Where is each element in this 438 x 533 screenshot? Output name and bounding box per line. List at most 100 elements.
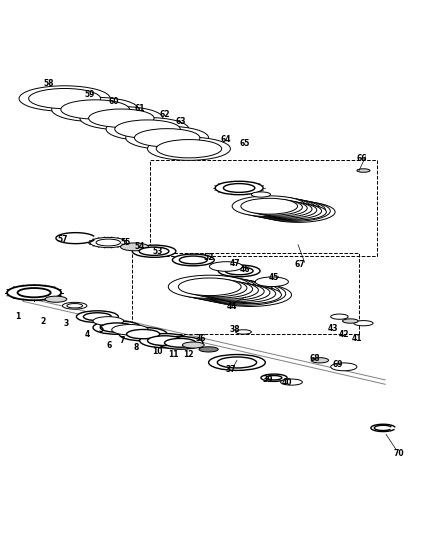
Ellipse shape xyxy=(251,200,325,221)
Ellipse shape xyxy=(198,347,218,352)
Ellipse shape xyxy=(218,265,259,277)
Ellipse shape xyxy=(139,247,169,255)
Ellipse shape xyxy=(164,338,195,347)
Ellipse shape xyxy=(90,237,126,248)
Ellipse shape xyxy=(28,88,100,109)
Ellipse shape xyxy=(356,169,369,172)
Text: 47: 47 xyxy=(229,259,240,268)
Text: 69: 69 xyxy=(332,360,343,369)
Ellipse shape xyxy=(191,280,274,303)
Text: 65: 65 xyxy=(239,139,249,148)
Ellipse shape xyxy=(218,286,281,304)
Ellipse shape xyxy=(134,128,199,147)
Ellipse shape xyxy=(185,279,268,302)
Ellipse shape xyxy=(223,183,254,192)
Ellipse shape xyxy=(208,354,265,370)
Text: 6: 6 xyxy=(107,341,112,350)
Text: 54: 54 xyxy=(134,243,145,252)
Ellipse shape xyxy=(269,204,325,220)
Ellipse shape xyxy=(207,284,269,301)
Text: 11: 11 xyxy=(168,350,179,359)
Ellipse shape xyxy=(208,283,291,306)
Ellipse shape xyxy=(115,120,180,138)
Ellipse shape xyxy=(217,357,256,368)
Ellipse shape xyxy=(254,277,288,287)
Ellipse shape xyxy=(330,363,356,371)
Ellipse shape xyxy=(260,374,286,382)
Ellipse shape xyxy=(225,267,253,275)
Ellipse shape xyxy=(88,109,154,127)
Text: 46: 46 xyxy=(239,265,250,274)
Ellipse shape xyxy=(265,376,281,380)
Ellipse shape xyxy=(254,201,311,217)
Text: 55: 55 xyxy=(120,238,131,247)
Ellipse shape xyxy=(245,199,302,215)
Ellipse shape xyxy=(61,100,129,119)
Ellipse shape xyxy=(189,280,252,298)
Ellipse shape xyxy=(201,282,264,300)
Ellipse shape xyxy=(215,181,262,195)
Ellipse shape xyxy=(179,256,207,264)
Ellipse shape xyxy=(157,336,202,349)
Ellipse shape xyxy=(147,137,230,160)
Text: 67: 67 xyxy=(294,260,305,269)
Ellipse shape xyxy=(119,327,167,341)
Text: 38: 38 xyxy=(229,325,240,334)
Text: 1: 1 xyxy=(15,312,21,321)
Text: 41: 41 xyxy=(351,334,361,343)
Text: 59: 59 xyxy=(84,90,95,99)
Ellipse shape xyxy=(342,319,357,323)
Text: 44: 44 xyxy=(226,302,237,311)
Ellipse shape xyxy=(212,285,275,303)
Text: 57: 57 xyxy=(57,235,67,244)
Ellipse shape xyxy=(139,334,190,348)
Ellipse shape xyxy=(241,198,315,219)
Text: 61: 61 xyxy=(134,104,145,113)
Text: 63: 63 xyxy=(176,117,186,126)
Ellipse shape xyxy=(93,317,123,325)
Text: 68: 68 xyxy=(309,354,319,364)
Ellipse shape xyxy=(178,278,240,296)
Text: 36: 36 xyxy=(195,334,206,343)
Ellipse shape xyxy=(18,288,50,297)
Ellipse shape xyxy=(280,379,302,385)
Text: 45: 45 xyxy=(268,273,279,282)
Ellipse shape xyxy=(172,254,214,266)
Ellipse shape xyxy=(156,140,221,158)
Text: 62: 62 xyxy=(159,110,170,119)
Text: 58: 58 xyxy=(43,79,53,88)
Ellipse shape xyxy=(330,314,347,319)
Ellipse shape xyxy=(209,262,242,271)
Text: 7: 7 xyxy=(120,336,125,345)
Ellipse shape xyxy=(173,276,256,300)
Text: 64: 64 xyxy=(220,135,231,143)
Ellipse shape xyxy=(62,302,87,309)
Ellipse shape xyxy=(353,320,372,326)
Ellipse shape xyxy=(202,282,285,305)
Ellipse shape xyxy=(96,239,120,246)
Ellipse shape xyxy=(195,281,258,299)
Text: 12: 12 xyxy=(182,350,193,359)
Ellipse shape xyxy=(240,198,297,214)
Text: 53: 53 xyxy=(152,247,162,256)
Text: 37: 37 xyxy=(225,365,235,374)
Text: 4: 4 xyxy=(85,329,90,338)
Text: 10: 10 xyxy=(152,347,162,356)
Text: 40: 40 xyxy=(281,377,292,386)
Text: 2: 2 xyxy=(40,317,46,326)
Text: 5: 5 xyxy=(98,325,103,334)
Ellipse shape xyxy=(250,200,307,216)
Ellipse shape xyxy=(83,313,111,320)
Ellipse shape xyxy=(232,196,306,216)
Ellipse shape xyxy=(106,117,188,141)
Ellipse shape xyxy=(112,325,148,335)
Ellipse shape xyxy=(120,243,148,251)
Ellipse shape xyxy=(125,126,208,149)
Ellipse shape xyxy=(168,275,251,298)
Ellipse shape xyxy=(126,329,159,339)
Ellipse shape xyxy=(100,323,133,332)
Ellipse shape xyxy=(147,336,182,345)
Ellipse shape xyxy=(251,192,270,197)
Ellipse shape xyxy=(76,311,118,322)
Ellipse shape xyxy=(67,304,82,308)
